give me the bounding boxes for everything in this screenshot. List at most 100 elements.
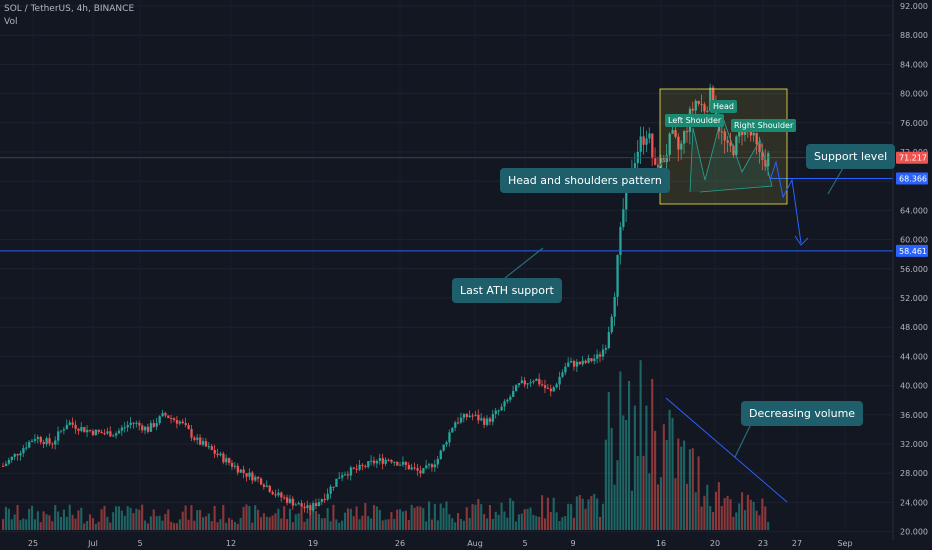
volume-bar bbox=[62, 509, 65, 530]
candle-body bbox=[468, 415, 471, 417]
volume-bar bbox=[225, 522, 228, 530]
volume-bar bbox=[364, 502, 367, 530]
volume-bar bbox=[146, 523, 150, 530]
volume-bar bbox=[404, 510, 407, 530]
candle-body bbox=[141, 425, 144, 431]
candle-body bbox=[341, 475, 344, 478]
volume-bar bbox=[39, 522, 42, 530]
x-tick-label: 12 bbox=[226, 539, 236, 548]
candle-body bbox=[346, 474, 350, 476]
volume-bar bbox=[488, 504, 491, 530]
volume-bar bbox=[622, 415, 625, 530]
volume-bar bbox=[103, 505, 106, 530]
candle-body bbox=[4, 463, 8, 466]
volume-bar bbox=[306, 518, 309, 530]
candle-body bbox=[88, 429, 92, 431]
volume-bar bbox=[445, 501, 448, 530]
volume-bar bbox=[714, 491, 718, 530]
volume-bar bbox=[555, 512, 558, 530]
volume-bar bbox=[138, 509, 141, 530]
volume-bar bbox=[129, 507, 132, 530]
volume-bar bbox=[529, 507, 532, 530]
volume-bar bbox=[465, 507, 468, 530]
candle-body bbox=[454, 422, 457, 428]
candle-body bbox=[494, 410, 497, 414]
candle-body bbox=[117, 430, 121, 434]
candle-body bbox=[262, 484, 266, 487]
candle-body bbox=[572, 361, 576, 367]
volume-bar bbox=[468, 517, 471, 530]
candle-body bbox=[39, 437, 42, 443]
candle-body bbox=[338, 477, 341, 479]
x-tick-label: Jul bbox=[87, 539, 98, 548]
volume-bar bbox=[694, 492, 697, 530]
volume-bar bbox=[538, 516, 541, 530]
decreasing-volume-callout[interactable]: Decreasing volume bbox=[741, 401, 864, 426]
volume-bar bbox=[659, 477, 662, 530]
volume-bar bbox=[738, 503, 741, 530]
candle-body bbox=[109, 431, 112, 437]
volume-bar bbox=[94, 523, 97, 530]
volume-bar bbox=[616, 460, 619, 530]
volume-bar bbox=[761, 498, 764, 530]
right-shoulder-label: Right Shoulder bbox=[731, 119, 797, 132]
candle-body bbox=[758, 144, 761, 152]
y-tick-label: 28.000 bbox=[900, 469, 928, 478]
candle-body bbox=[207, 446, 211, 448]
projection-arrowhead bbox=[794, 235, 809, 246]
volume-bar bbox=[428, 501, 431, 530]
volume-bar bbox=[141, 504, 144, 530]
volume-bar bbox=[132, 513, 135, 530]
candle-body bbox=[210, 446, 213, 450]
last-ath-callout[interactable]: Last ATH support bbox=[452, 278, 562, 303]
volume-bar bbox=[532, 514, 535, 530]
support-level-callout[interactable]: Support level bbox=[806, 144, 896, 169]
volume-bar bbox=[625, 419, 628, 530]
candle-body bbox=[370, 460, 373, 462]
candle-body bbox=[485, 418, 489, 425]
candle-body bbox=[677, 136, 680, 150]
volume-bar bbox=[297, 513, 300, 530]
candle-body bbox=[448, 432, 451, 443]
candle-body bbox=[291, 498, 295, 506]
volume-bar bbox=[483, 514, 486, 530]
candle-body bbox=[570, 361, 573, 363]
volume-bar bbox=[274, 513, 277, 530]
volume-bar bbox=[729, 499, 732, 530]
volume-bar bbox=[332, 504, 335, 530]
price-badge-label: 71.217 bbox=[899, 154, 927, 163]
candle-body bbox=[352, 467, 355, 469]
candle-body bbox=[25, 447, 28, 449]
volume-bar bbox=[300, 507, 303, 530]
volume-bar bbox=[712, 511, 715, 530]
volume-bar bbox=[497, 514, 500, 530]
volume-bar bbox=[222, 504, 225, 530]
candle-body bbox=[225, 458, 228, 463]
volume-bar bbox=[706, 484, 709, 530]
candle-body bbox=[685, 131, 689, 133]
volume-bar bbox=[494, 511, 497, 530]
x-tick-label: 9 bbox=[570, 539, 575, 548]
volume-bar bbox=[242, 506, 245, 530]
volume-bar bbox=[413, 507, 416, 530]
head-shoulders-callout[interactable]: Head and shoulders pattern bbox=[500, 168, 670, 193]
volume-bar bbox=[442, 508, 445, 530]
volume-bar bbox=[526, 508, 529, 530]
volume-bar bbox=[578, 495, 581, 530]
volume-bar bbox=[645, 405, 648, 530]
volume-bar bbox=[543, 518, 547, 530]
candle-body bbox=[68, 422, 71, 425]
candle-body bbox=[213, 449, 216, 454]
price-axis: 92.00088.00084.00080.00076.00072.00068.0… bbox=[892, 0, 928, 540]
volume-bar bbox=[100, 509, 103, 530]
candle-body bbox=[425, 465, 428, 469]
volume-bar bbox=[184, 505, 187, 530]
candle-body bbox=[535, 378, 538, 381]
volume-bar bbox=[477, 499, 480, 530]
candle-body bbox=[512, 391, 515, 397]
candle-body bbox=[16, 454, 19, 456]
volume-bar bbox=[161, 520, 164, 530]
y-tick-label: 32.000 bbox=[900, 440, 928, 449]
volume-bar bbox=[175, 523, 178, 530]
